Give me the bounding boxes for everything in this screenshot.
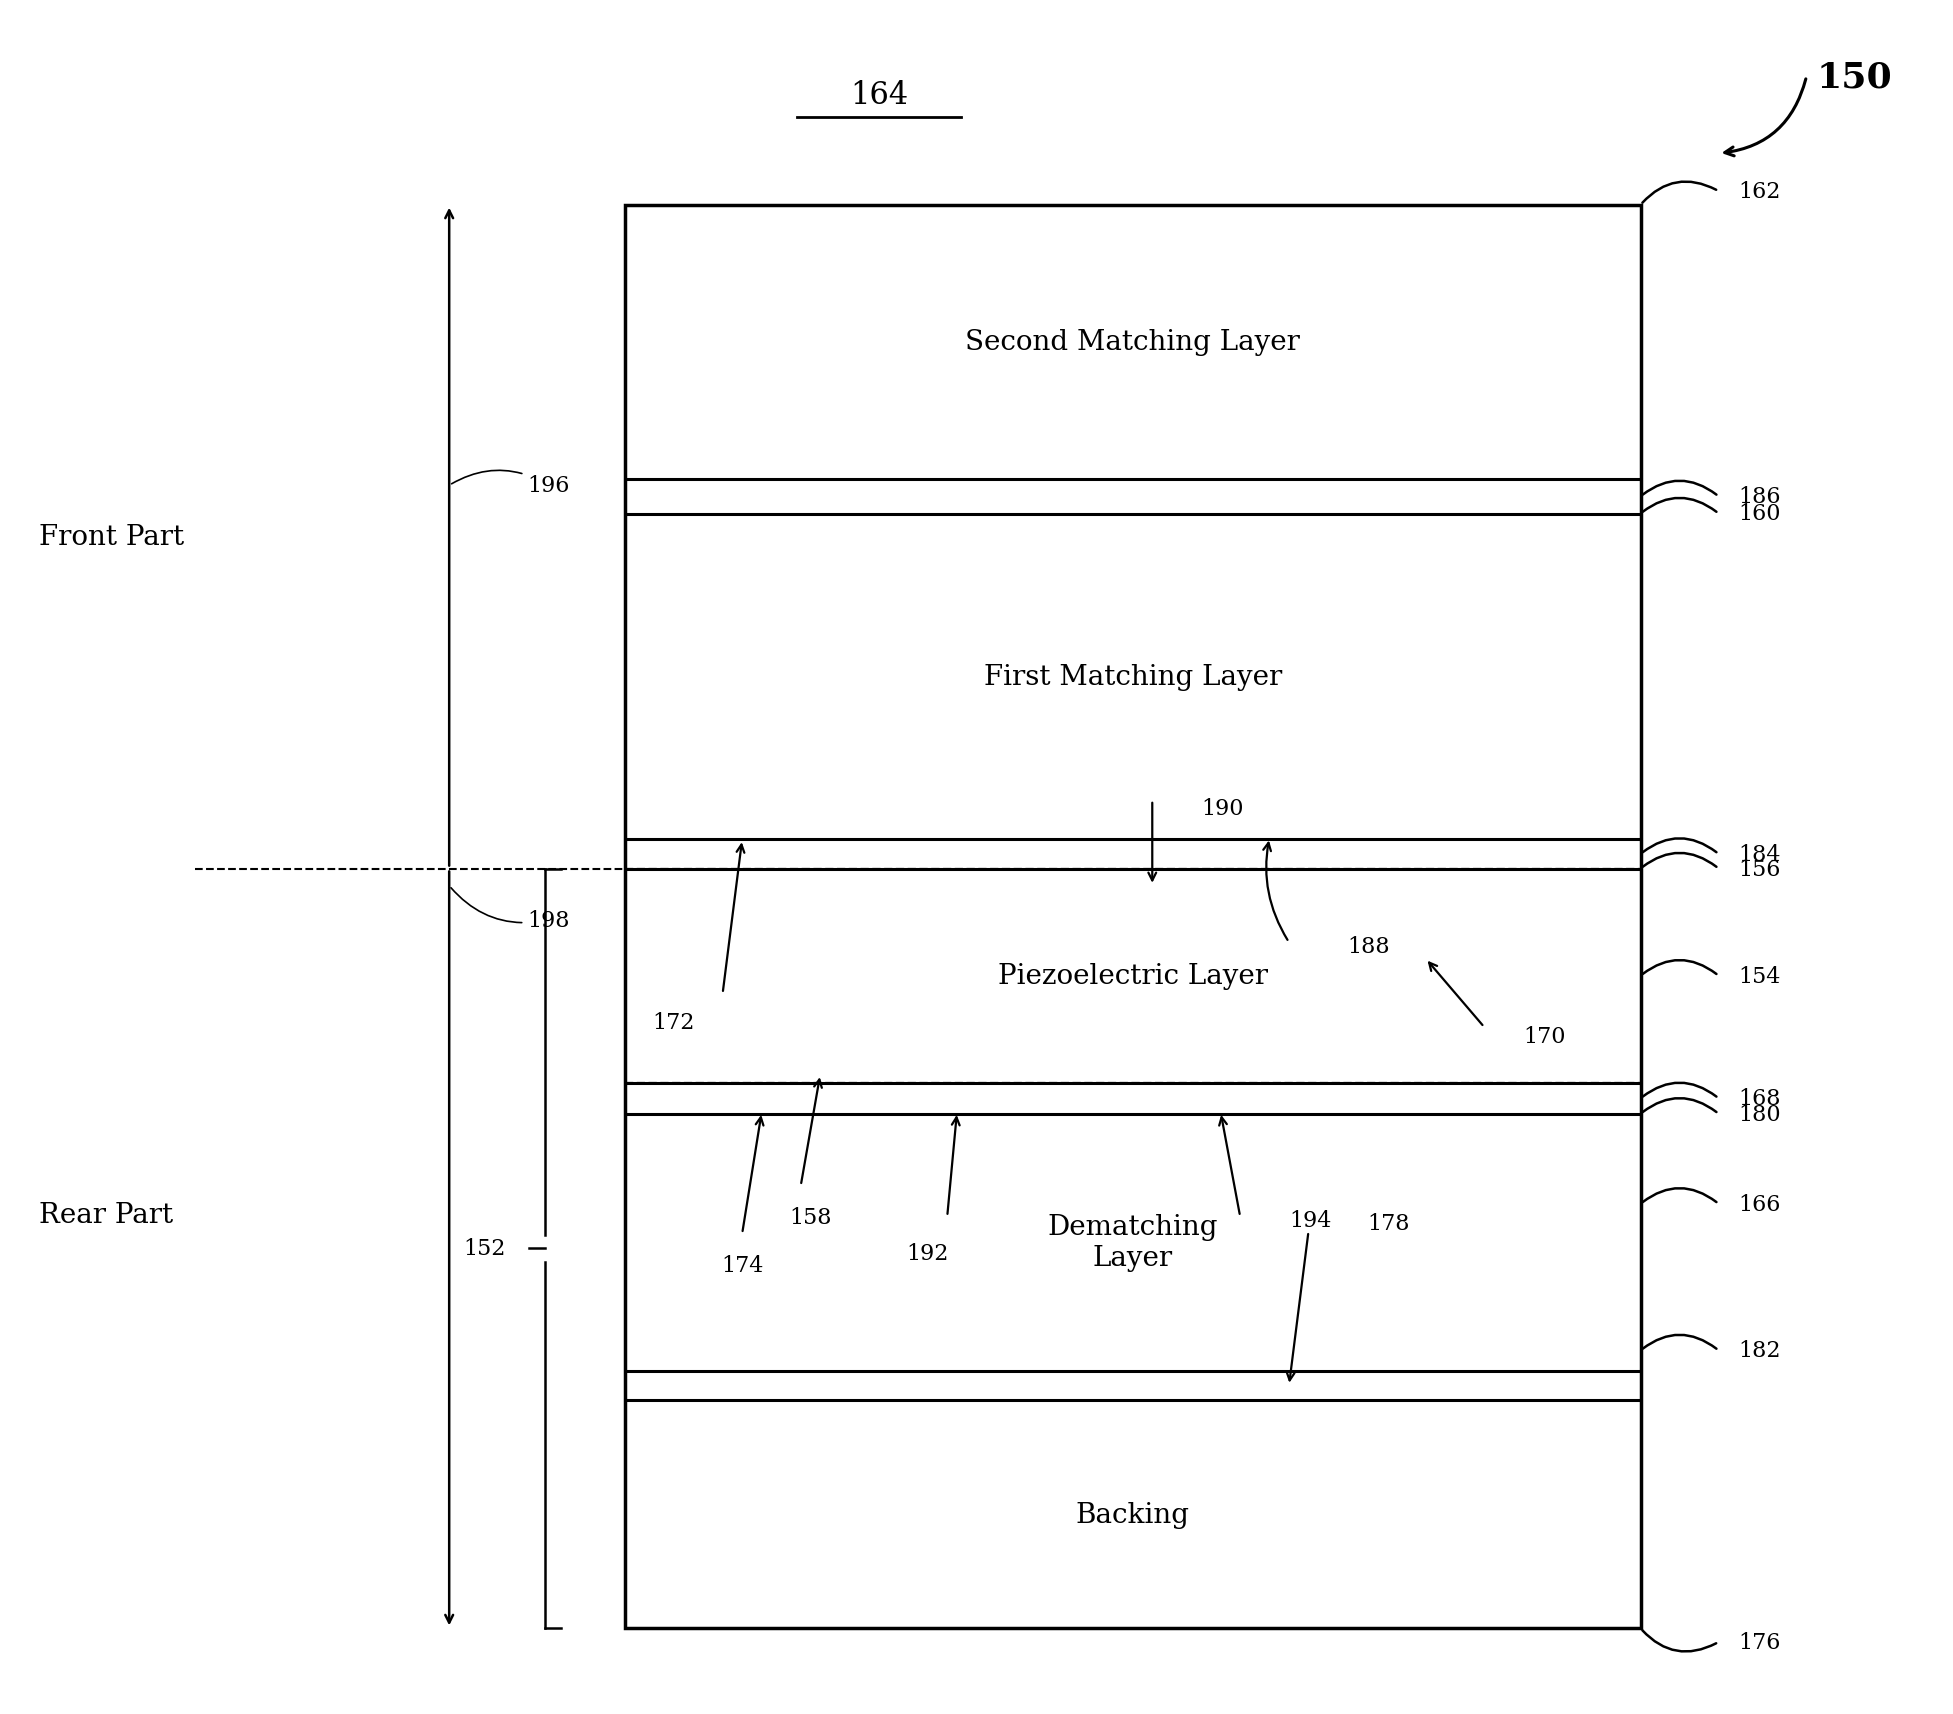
Text: 196: 196 [451, 471, 570, 497]
Text: Piezoelectric Layer: Piezoelectric Layer [998, 963, 1267, 989]
Text: 178: 178 [1367, 1212, 1410, 1234]
Text: 166: 166 [1738, 1193, 1781, 1215]
Text: 156: 156 [1738, 859, 1781, 879]
Text: Rear Part: Rear Part [39, 1202, 174, 1227]
Text: 188: 188 [1348, 936, 1391, 956]
Text: First Matching Layer: First Matching Layer [984, 663, 1281, 691]
Text: 154: 154 [1738, 965, 1781, 987]
Text: 150: 150 [1816, 60, 1892, 94]
Text: 182: 182 [1738, 1340, 1781, 1361]
Text: 168: 168 [1738, 1088, 1781, 1109]
Text: 158: 158 [789, 1207, 832, 1229]
Text: 174: 174 [721, 1255, 764, 1277]
Text: 194: 194 [1289, 1210, 1332, 1231]
Text: Front Part: Front Part [39, 524, 184, 550]
Text: 186: 186 [1738, 487, 1781, 507]
Text: 180: 180 [1738, 1104, 1781, 1124]
Text: 184: 184 [1738, 843, 1781, 866]
Text: 170: 170 [1523, 1025, 1566, 1047]
Text: 160: 160 [1738, 504, 1781, 524]
Text: Backing: Backing [1076, 1501, 1189, 1527]
Text: 192: 192 [906, 1243, 949, 1265]
Bar [625, 206, 1641, 1628]
Text: Dematching
Layer: Dematching Layer [1047, 1214, 1219, 1272]
Text: 198: 198 [451, 888, 570, 931]
Text: 164: 164 [850, 81, 908, 111]
Text: 176: 176 [1738, 1632, 1781, 1652]
Text: 190: 190 [1201, 799, 1244, 819]
Text: 172: 172 [652, 1011, 695, 1034]
Text: Second Matching Layer: Second Matching Layer [965, 329, 1301, 357]
Text: 152: 152 [463, 1238, 506, 1260]
Text: 162: 162 [1738, 182, 1781, 202]
